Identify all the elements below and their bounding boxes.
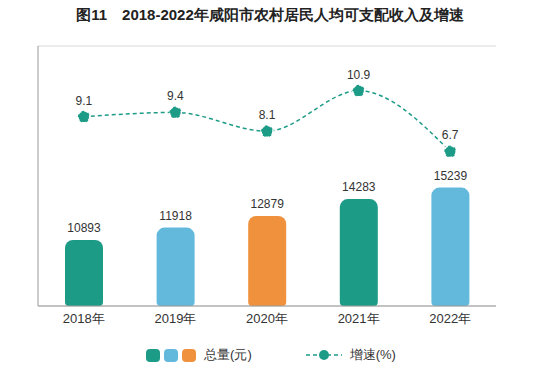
svg-text:10893: 10893 — [67, 221, 101, 235]
svg-text:9.4: 9.4 — [167, 89, 184, 103]
svg-text:8.1: 8.1 — [259, 108, 276, 122]
svg-text:12879: 12879 — [251, 197, 285, 211]
svg-text:2018年: 2018年 — [63, 311, 105, 326]
svg-text:2021年: 2021年 — [338, 311, 380, 326]
html-text:总量(元): 总量(元) — [204, 347, 252, 362]
svg-text:14283: 14283 — [342, 180, 376, 194]
html-text:增速(%): 增速(%) — [349, 347, 396, 362]
svg-text:11918: 11918 — [159, 209, 192, 223]
html-text:图11 2018-2022年咸阳市农村居民人均可支配收入及增: 图11 2018-2022年咸阳市农村居民人均可支配收入及增速 — [76, 6, 464, 23]
svg-text:2022年: 2022年 — [429, 311, 471, 326]
svg-text:6.7: 6.7 — [442, 128, 459, 142]
svg-text:9.1: 9.1 — [75, 94, 92, 108]
svg-text:2019年: 2019年 — [154, 311, 196, 326]
svg-text:2020年: 2020年 — [246, 311, 288, 326]
svg-text:10.9: 10.9 — [347, 68, 371, 82]
svg-text:15239: 15239 — [434, 169, 468, 183]
